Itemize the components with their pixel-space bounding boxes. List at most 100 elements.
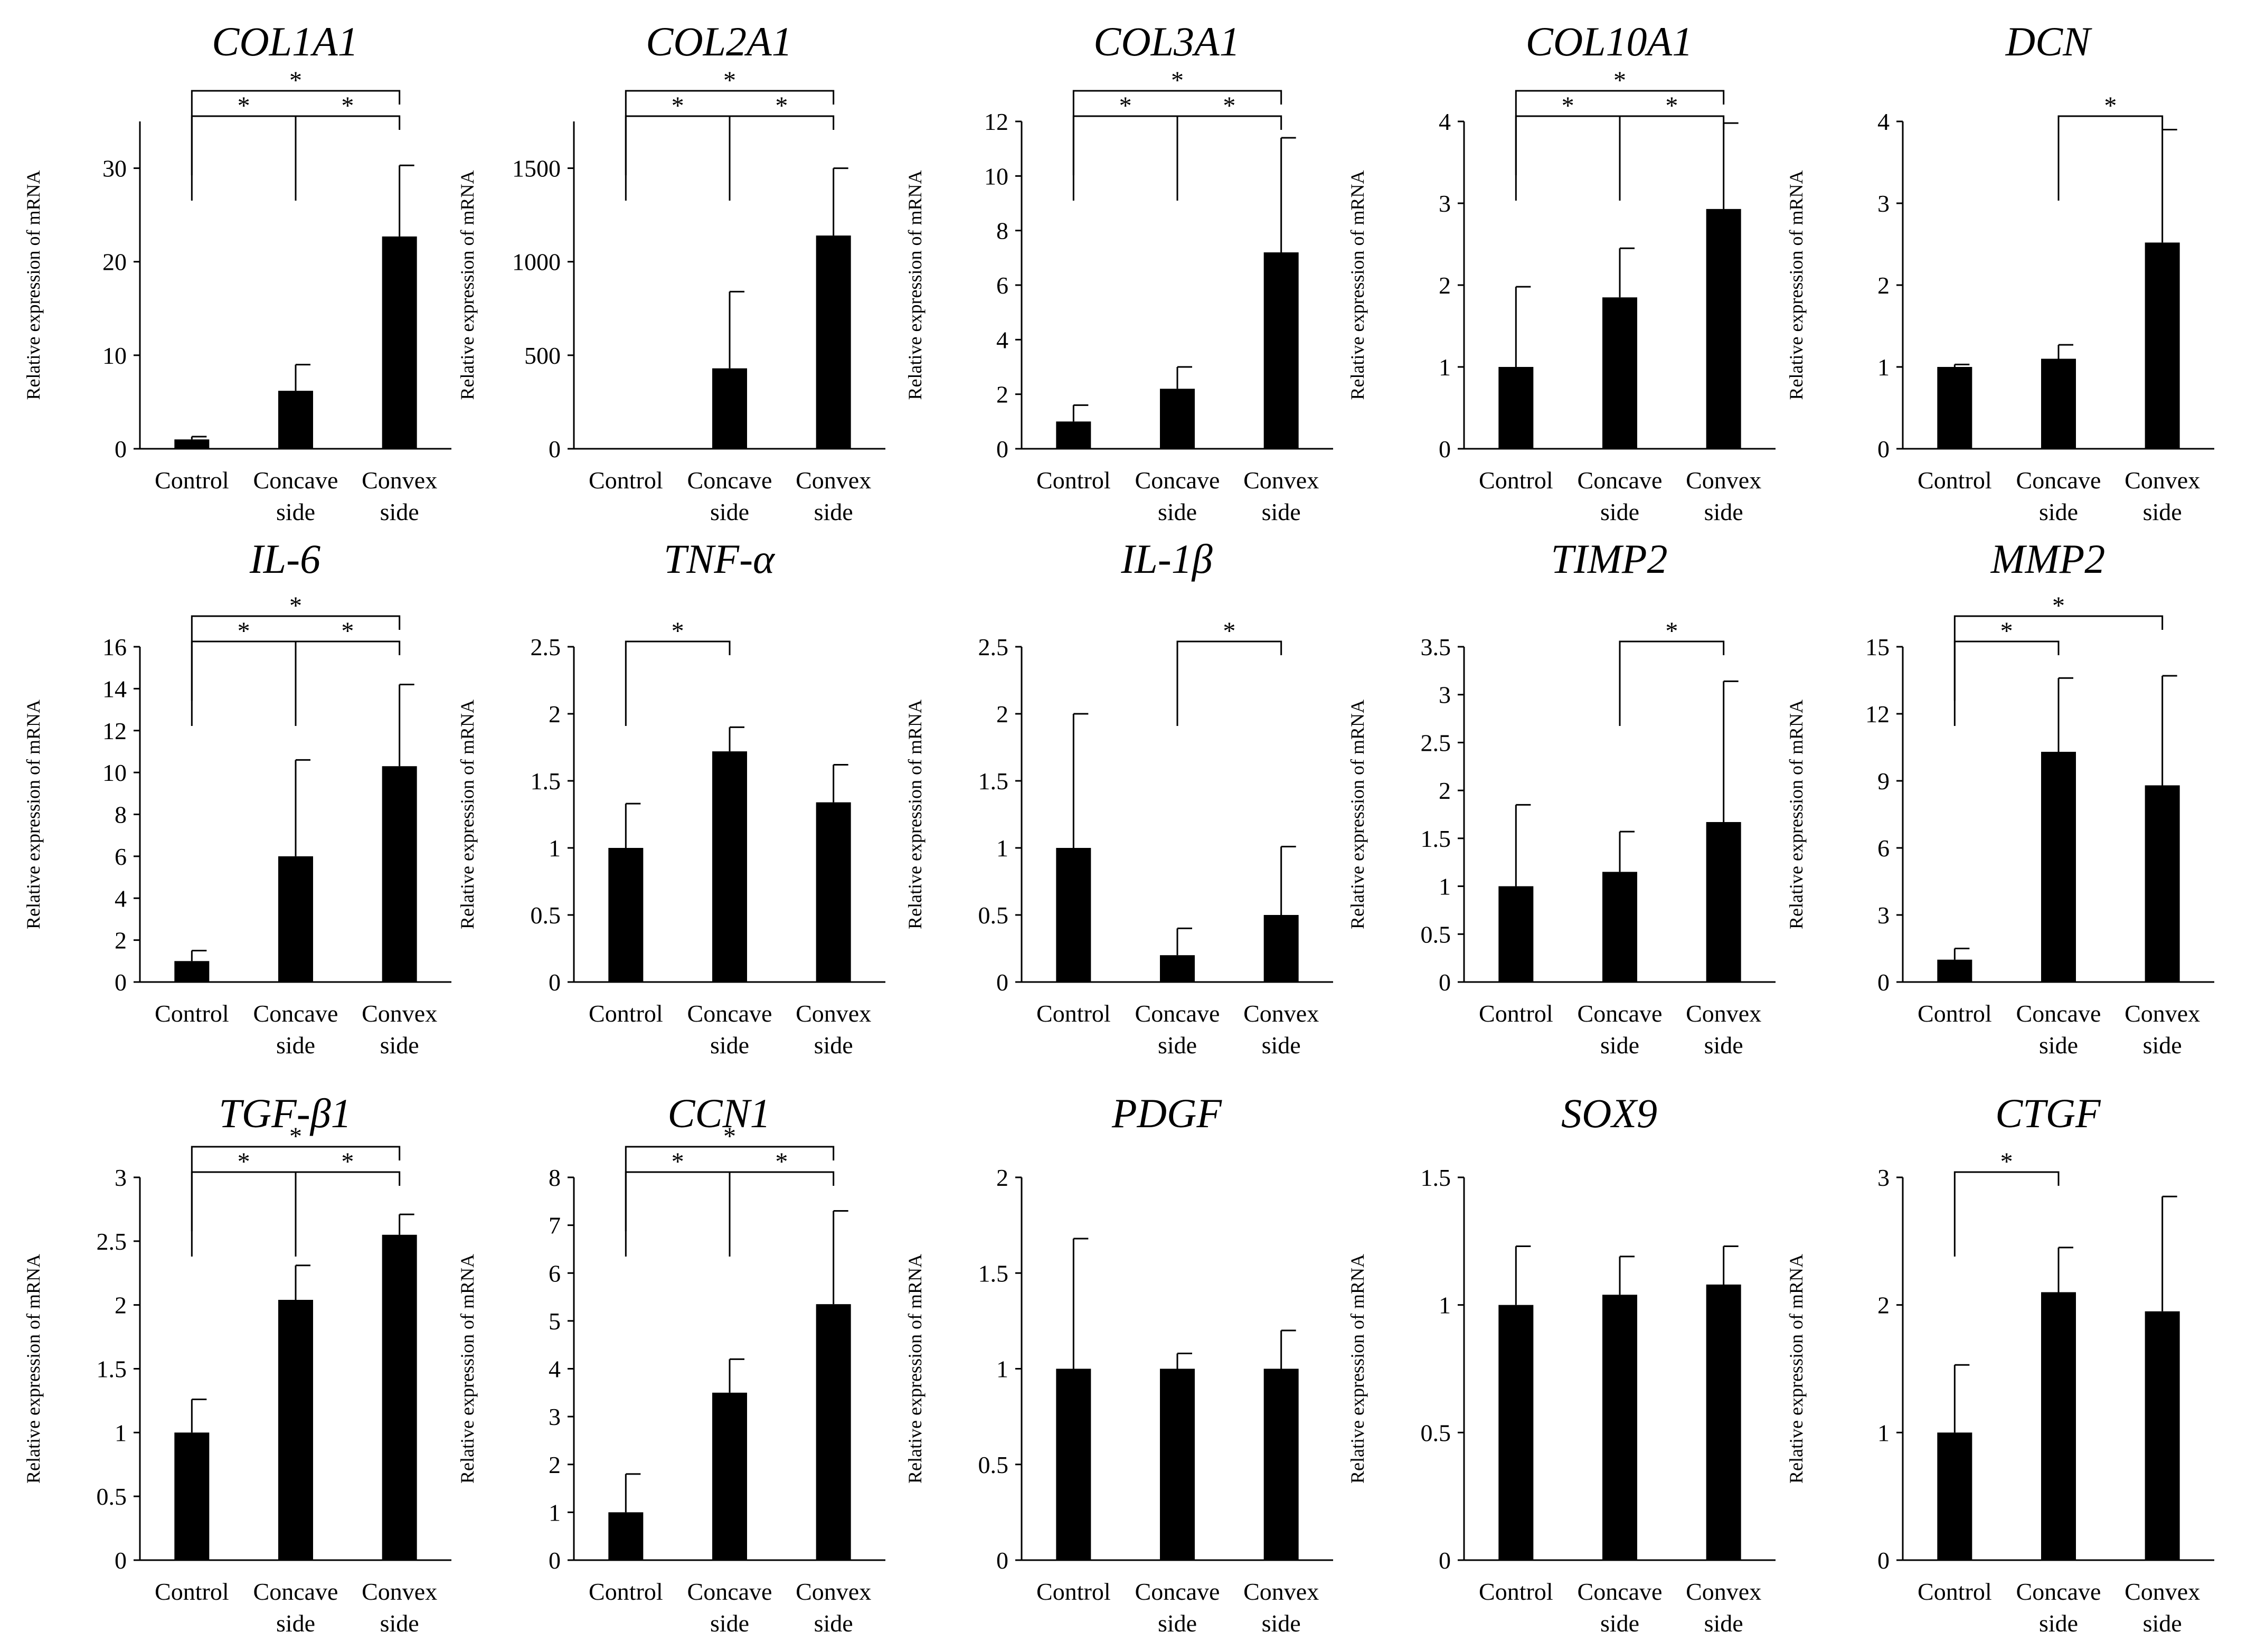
y-tick-label: 2 xyxy=(115,927,127,954)
x-category-label: side xyxy=(1600,1610,1639,1637)
y-tick-label: 2.5 xyxy=(978,634,1009,660)
x-category-label: side xyxy=(814,498,853,525)
x-category-label: Convex xyxy=(2125,1578,2200,1605)
significance-star: * xyxy=(238,617,250,645)
bar xyxy=(2041,1292,2076,1560)
significance-bracket xyxy=(191,1146,401,1231)
bar xyxy=(1706,822,1741,982)
significance-bracket xyxy=(295,1171,401,1257)
significance-star: * xyxy=(289,592,302,620)
x-category-label: Concave xyxy=(1135,1578,1220,1605)
y-tick-label: 30 xyxy=(102,155,127,182)
significance-star: * xyxy=(341,92,354,120)
significance-bracket xyxy=(295,115,401,201)
x-category-label: side xyxy=(1704,498,1743,525)
y-axis-label: Relative expression of mRNA xyxy=(457,1254,478,1484)
y-axis-label: Relative expression of mRNA xyxy=(1786,700,1807,929)
x-category-label: Concave xyxy=(2016,1578,2101,1605)
bar xyxy=(816,235,851,449)
y-tick-label: 0.5 xyxy=(97,1483,127,1510)
x-category-label: Control xyxy=(1479,1578,1553,1605)
y-tick-label: 2.5 xyxy=(1421,729,1451,756)
x-category-label: Concave xyxy=(253,1578,338,1605)
bar xyxy=(1498,886,1534,982)
bar xyxy=(2041,751,2076,982)
x-category-label: side xyxy=(1158,1610,1197,1637)
y-tick-label: 0 xyxy=(1439,1547,1451,1574)
y-tick-label: 2 xyxy=(549,1451,561,1478)
bar xyxy=(174,961,210,982)
chart-title: COL3A1 xyxy=(1093,18,1240,64)
chart-tgf-1: TGF-β1 Relative expression of mRNA 0 0.5 1 1.… xyxy=(23,1090,451,1637)
bar xyxy=(1056,1368,1091,1560)
bar xyxy=(1706,209,1741,449)
bar xyxy=(174,1432,210,1560)
x-category-label: side xyxy=(1704,1610,1743,1637)
bar xyxy=(608,848,644,982)
significance-star: * xyxy=(672,92,684,120)
x-category-label: side xyxy=(1158,498,1197,525)
bar xyxy=(1263,1368,1299,1560)
y-tick-label: 4 xyxy=(1877,108,1890,135)
x-category-label: side xyxy=(1600,498,1639,525)
y-tick-label: 1.5 xyxy=(1421,825,1451,852)
bar xyxy=(1937,1432,1972,1560)
y-tick-label: 1 xyxy=(996,1356,1008,1383)
bar xyxy=(382,236,417,449)
chart-title: COL2A1 xyxy=(646,18,792,64)
x-category-label: side xyxy=(710,1032,749,1059)
significance-star: * xyxy=(672,617,684,645)
significance-star: * xyxy=(775,92,788,120)
x-category-label: Convex xyxy=(362,1000,437,1027)
x-category-label: Control xyxy=(1036,1578,1111,1605)
x-category-label: Concave xyxy=(1578,1000,1663,1027)
bar xyxy=(1498,1305,1534,1560)
y-tick-label: 2 xyxy=(996,381,1008,408)
chart-tnf-: TNF-α Relative expression of mRNA 0 0.5 1 1.5… xyxy=(457,536,885,1059)
y-tick-label: 500 xyxy=(524,342,561,369)
y-tick-label: 0.5 xyxy=(531,902,561,929)
bar xyxy=(1160,955,1195,982)
bar xyxy=(816,802,851,982)
y-tick-label: 12 xyxy=(1865,701,1890,728)
chart-title: CTGF xyxy=(1995,1090,2101,1136)
x-category-label: Convex xyxy=(1243,1000,1319,1027)
y-tick-label: 4 xyxy=(1439,108,1451,135)
y-tick-label: 2 xyxy=(996,1164,1008,1191)
x-category-label: side xyxy=(276,498,315,525)
chart-il-1-: IL-1β Relative expression of mRNA 0 0.5 1 1.5… xyxy=(904,536,1333,1059)
x-category-label: Convex xyxy=(796,1000,871,1027)
y-tick-label: 1 xyxy=(1439,354,1451,381)
bar xyxy=(382,1234,417,1560)
x-category-label: Control xyxy=(1036,1000,1111,1027)
chart-pdgf: PDGF Relative expression of mRNA 0 0.5 1 1.5 2… xyxy=(904,1090,1333,1637)
x-category-label: Control xyxy=(1479,1000,1553,1027)
significance-bracket xyxy=(1515,90,1725,175)
chart-title: IL-1β xyxy=(1120,536,1212,582)
y-tick-label: 1.5 xyxy=(978,1260,1009,1287)
x-category-label: Control xyxy=(1918,1000,1992,1027)
significance-bracket xyxy=(191,115,297,201)
x-category-label: Concave xyxy=(1578,1578,1663,1605)
chart-timp2: TIMP2 Relative expression of mRNA 0 0.5 1 1.5… xyxy=(1347,536,1776,1059)
bar xyxy=(278,391,313,449)
bar xyxy=(1056,848,1091,982)
y-tick-label: 15 xyxy=(1865,634,1890,660)
y-tick-label: 6 xyxy=(1877,835,1890,862)
y-tick-label: 2 xyxy=(1439,272,1451,299)
y-axis-label: Relative expression of mRNA xyxy=(904,1254,926,1484)
chart-mmp2: MMP2 Relative expression of mRNA 0 3 6 9 12 15 C… xyxy=(1786,536,2214,1059)
significance-star: * xyxy=(289,1122,302,1150)
significance-bracket xyxy=(2057,115,2164,201)
bar xyxy=(1602,297,1637,449)
x-category-label: side xyxy=(1262,498,1301,525)
bar xyxy=(1498,367,1534,449)
y-axis-label: Relative expression of mRNA xyxy=(904,700,926,929)
significance-star: * xyxy=(723,67,736,95)
x-category-label: Convex xyxy=(1686,1578,1761,1605)
y-tick-label: 0 xyxy=(996,436,1008,462)
x-category-label: side xyxy=(710,498,749,525)
y-tick-label: 1 xyxy=(549,1499,561,1526)
y-tick-label: 10 xyxy=(102,342,127,369)
y-tick-label: 1 xyxy=(1439,1292,1451,1319)
